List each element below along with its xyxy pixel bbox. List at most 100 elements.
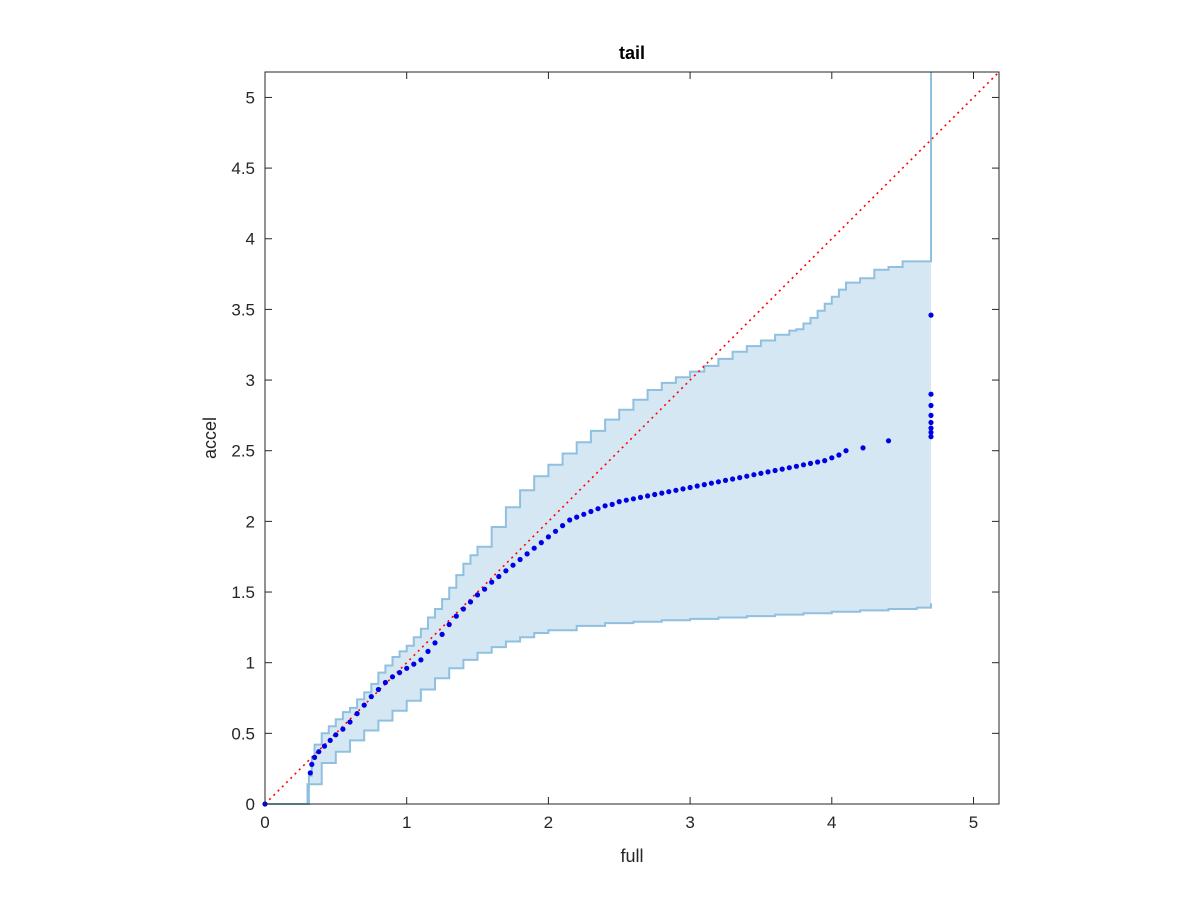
axes [264, 71, 1000, 805]
x-tick-label: 0 [260, 813, 269, 832]
data-point [928, 412, 934, 418]
data-point [389, 674, 396, 680]
data-point [588, 508, 594, 515]
data-point [630, 496, 637, 502]
data-points [262, 312, 934, 807]
band-lower-edge [265, 603, 932, 805]
data-point [730, 476, 736, 482]
data-point [496, 573, 502, 580]
y-tick-label: 4.5 [231, 159, 255, 178]
data-point [567, 517, 573, 523]
data-point [687, 484, 693, 491]
data-point [368, 694, 374, 700]
data-point [807, 460, 814, 466]
data-point [432, 640, 438, 646]
data-point [382, 679, 388, 686]
y-tick-label: 2 [246, 512, 255, 531]
data-point [616, 499, 622, 505]
x-tick-label: 4 [827, 813, 836, 832]
data-point [793, 463, 800, 469]
data-point [489, 579, 495, 585]
data-point [928, 419, 934, 426]
data-point [786, 465, 792, 471]
data-point [361, 702, 367, 708]
data-point [829, 455, 835, 461]
confidence-band [265, 72, 932, 805]
data-point [645, 493, 651, 499]
data-point [595, 506, 601, 512]
data-point [722, 477, 729, 483]
plot-frame [264, 71, 1000, 805]
data-point [737, 475, 743, 481]
data-point [708, 480, 715, 486]
data-point [460, 606, 466, 612]
band-fill [265, 72, 931, 804]
data-point [418, 657, 424, 663]
data-point [446, 621, 452, 628]
data-point [439, 631, 445, 638]
data-point [574, 514, 580, 520]
data-point [928, 429, 934, 435]
x-tick-label: 3 [685, 813, 694, 832]
data-point [354, 711, 360, 717]
data-point [538, 540, 544, 546]
data-point [659, 490, 665, 496]
band-upper-edge [265, 72, 932, 805]
y-tick-label: 0 [246, 795, 255, 814]
data-point [531, 545, 537, 551]
data-point [375, 686, 381, 693]
y-tick-label: 1 [246, 654, 255, 673]
data-point [928, 312, 934, 318]
data-point [517, 556, 523, 563]
data-point [637, 494, 644, 500]
data-point [822, 458, 828, 464]
data-point [666, 489, 672, 495]
data-point [524, 551, 530, 557]
data-point [560, 523, 566, 529]
data-point [860, 445, 866, 451]
data-point [404, 665, 410, 671]
data-point [453, 613, 459, 619]
data-point [333, 732, 339, 738]
data-point [545, 534, 552, 540]
data-point [503, 568, 509, 574]
x-tick-label: 5 [969, 813, 978, 832]
data-point [928, 425, 934, 431]
data-point [928, 402, 934, 409]
y-tick-label: 4 [246, 230, 255, 249]
data-point [321, 743, 328, 749]
data-point [425, 648, 431, 655]
data-point [623, 497, 629, 503]
data-point [885, 438, 892, 444]
y-tick-label: 3 [246, 371, 255, 390]
data-point [694, 483, 700, 489]
data-point [316, 749, 322, 755]
data-point [765, 469, 771, 475]
data-point [482, 586, 488, 592]
tick-labels: 0 1 2 3 4 5 0 0.5 1 1.5 2 2.5 3 3.5 4 4.5 5 [231, 88, 978, 832]
y-tick-label: 3.5 [231, 300, 255, 319]
y-tick-label: 5 [246, 88, 255, 107]
x-tick-label: 2 [544, 813, 553, 832]
data-point [309, 761, 315, 768]
data-point [751, 472, 757, 478]
data-point [772, 467, 778, 474]
y-tick-label: 0.5 [231, 724, 255, 743]
data-point [307, 770, 313, 776]
data-point [715, 479, 722, 485]
data-point [800, 462, 807, 468]
chart-title: tail [619, 43, 645, 63]
data-point [467, 599, 474, 605]
data-point [843, 448, 849, 454]
data-point [652, 491, 658, 498]
data-point [673, 487, 679, 493]
data-point [758, 470, 764, 476]
data-point [312, 754, 318, 761]
data-point [581, 511, 587, 517]
data-point [411, 661, 417, 667]
data-point [836, 452, 842, 458]
data-point [347, 719, 353, 725]
data-point [552, 528, 559, 534]
data-point [815, 459, 821, 465]
data-point [397, 670, 403, 676]
